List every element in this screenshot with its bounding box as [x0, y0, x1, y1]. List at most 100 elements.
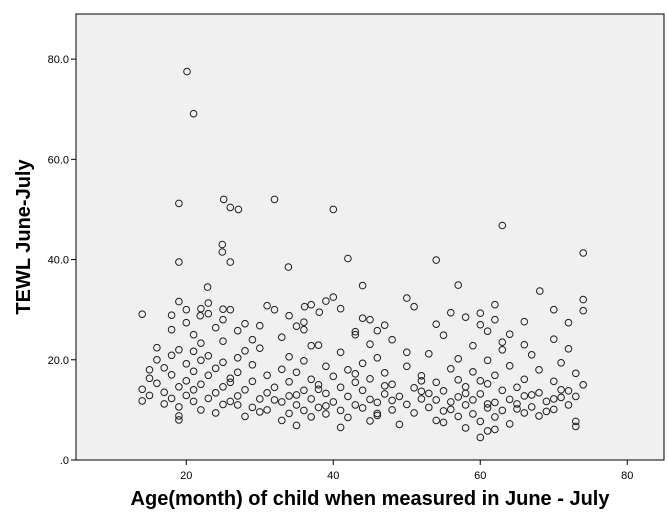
data-point: [388, 380, 396, 389]
x-tick-label: 60: [474, 470, 486, 482]
data-point: [351, 327, 360, 336]
data-point: [256, 408, 264, 416]
data-point: [513, 383, 521, 392]
data-point: [417, 387, 426, 396]
data-point: [579, 381, 588, 389]
data-point: [241, 412, 249, 421]
data-point: [322, 410, 330, 418]
data-point: [454, 376, 463, 384]
data-point: [263, 406, 271, 414]
data-point: [498, 386, 507, 395]
data-point: [373, 411, 382, 420]
data-point: [197, 339, 205, 348]
data-point: [307, 341, 316, 350]
data-point: [145, 391, 154, 400]
data-point: [432, 378, 441, 387]
data-point: [542, 397, 551, 406]
data-point: [138, 385, 146, 394]
data-point: [380, 390, 389, 398]
data-point: [175, 412, 183, 420]
data-point: [403, 400, 411, 409]
data-point: [491, 300, 499, 309]
data-point: [520, 409, 529, 417]
data-point: [498, 406, 507, 415]
data-point: [366, 417, 374, 425]
data-point: [204, 309, 213, 318]
data-point: [153, 343, 161, 352]
data-point: [373, 354, 382, 362]
data-point: [233, 326, 242, 335]
data-point: [189, 347, 198, 356]
data-point: [292, 421, 301, 430]
data-point: [572, 417, 580, 426]
data-point: [491, 371, 499, 380]
data-point: [278, 398, 286, 406]
data-point: [417, 395, 426, 403]
data-point: [498, 346, 507, 354]
data-point: [358, 404, 367, 412]
data-point: [476, 320, 485, 329]
data-point: [491, 413, 499, 421]
data-point: [535, 412, 543, 420]
data-point: [219, 315, 227, 324]
data-point: [292, 368, 301, 377]
data-point: [138, 397, 146, 405]
data-point: [432, 320, 441, 329]
data-point: [439, 387, 448, 395]
data-point: [300, 386, 308, 395]
data-point: [182, 377, 191, 385]
data-point: [307, 395, 316, 403]
data-point: [403, 362, 411, 371]
data-point: [160, 364, 168, 372]
data-point: [417, 377, 426, 385]
data-point: [226, 203, 235, 212]
data-point: [491, 398, 499, 407]
data-point: [417, 372, 426, 380]
data-point: [469, 341, 477, 350]
data-point: [476, 433, 485, 442]
data-point: [248, 377, 257, 386]
data-point: [572, 392, 580, 401]
data-point: [358, 359, 367, 368]
data-point: [226, 374, 235, 383]
data-point: [366, 395, 374, 404]
data-point: [439, 331, 448, 340]
data-point: [204, 352, 213, 360]
data-point: [366, 340, 374, 349]
data-point: [336, 423, 345, 432]
data-point: [285, 353, 293, 361]
data-point: [218, 248, 227, 256]
data-point: [196, 311, 204, 320]
data-point: [167, 394, 176, 403]
data-point: [285, 311, 293, 320]
data-point: [351, 401, 360, 409]
data-point: [233, 401, 242, 409]
data-point: [211, 323, 220, 332]
data-point: [373, 409, 382, 418]
data-point: [278, 333, 286, 342]
data-point: [175, 258, 183, 266]
data-point: [564, 387, 573, 395]
data-point: [520, 317, 529, 326]
data-point: [284, 263, 293, 271]
data-point: [476, 377, 485, 385]
data-point: [461, 313, 470, 322]
data-point: [263, 389, 271, 397]
data-point: [285, 378, 293, 386]
data-point: [535, 366, 543, 374]
data-point: [476, 309, 485, 318]
data-point: [373, 398, 382, 407]
data-point: [233, 392, 242, 400]
data-point: [358, 386, 367, 395]
data-point: [314, 341, 323, 350]
data-point: [432, 396, 441, 404]
data-point: [461, 401, 470, 409]
data-point: [182, 305, 191, 314]
y-tick-label: .0: [60, 455, 69, 467]
data-point: [241, 386, 249, 394]
data-point: [307, 375, 316, 384]
y-axis-title: TEWL June-July: [13, 159, 35, 315]
data-point: [314, 381, 323, 389]
data-point: [160, 400, 168, 408]
